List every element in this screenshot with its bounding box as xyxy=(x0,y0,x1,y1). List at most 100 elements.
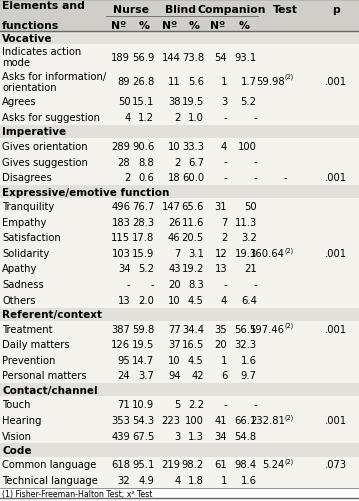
Text: 3.7: 3.7 xyxy=(139,371,154,381)
Bar xyxy=(0,368,359,384)
Text: Personal matters: Personal matters xyxy=(2,371,87,381)
Text: Asks for suggestion: Asks for suggestion xyxy=(2,113,100,123)
Text: Indicates action: Indicates action xyxy=(2,47,81,57)
Text: 54.8: 54.8 xyxy=(234,431,257,441)
Bar xyxy=(0,230,359,245)
Text: 3.1: 3.1 xyxy=(188,248,204,259)
Text: 4.5: 4.5 xyxy=(188,355,204,365)
Bar xyxy=(0,277,359,293)
Text: 89: 89 xyxy=(118,77,130,87)
Text: Test: Test xyxy=(273,5,298,15)
Text: 197.46: 197.46 xyxy=(250,324,285,334)
Text: 93.1: 93.1 xyxy=(234,53,257,63)
Text: 26: 26 xyxy=(168,217,181,227)
Text: 2: 2 xyxy=(124,173,130,183)
Text: Tranquility: Tranquility xyxy=(2,201,55,211)
Text: Others: Others xyxy=(2,295,36,305)
Text: 59.8: 59.8 xyxy=(132,324,154,334)
Text: 37: 37 xyxy=(168,340,181,350)
Text: Gives suggestion: Gives suggestion xyxy=(2,157,88,167)
Text: Nº: Nº xyxy=(162,21,177,31)
Text: 3: 3 xyxy=(221,97,227,107)
Text: 73.8: 73.8 xyxy=(182,53,204,63)
Text: %: % xyxy=(139,21,150,31)
Text: 18: 18 xyxy=(168,173,181,183)
Text: Referent/context: Referent/context xyxy=(2,310,102,320)
Bar xyxy=(0,352,359,368)
Bar xyxy=(0,20,359,32)
Text: 61: 61 xyxy=(214,459,227,469)
Text: 2.0: 2.0 xyxy=(139,295,154,305)
Text: 60.0: 60.0 xyxy=(182,173,204,183)
Text: -: - xyxy=(127,280,130,290)
Text: -: - xyxy=(284,173,287,183)
Text: Hearing: Hearing xyxy=(2,415,42,425)
Text: %: % xyxy=(188,21,200,31)
Bar xyxy=(0,337,359,352)
Text: 19.3: 19.3 xyxy=(234,248,257,259)
Text: Sadness: Sadness xyxy=(2,280,44,290)
Text: 2: 2 xyxy=(221,233,227,243)
Text: -: - xyxy=(253,399,257,409)
Text: 439: 439 xyxy=(111,431,130,441)
Bar xyxy=(0,70,359,95)
Text: 4: 4 xyxy=(221,295,227,305)
Text: 26.8: 26.8 xyxy=(132,77,154,87)
Text: 41: 41 xyxy=(215,415,227,425)
Text: 24: 24 xyxy=(118,371,130,381)
Text: 14.7: 14.7 xyxy=(132,355,154,365)
Text: Expressive/emotive function: Expressive/emotive function xyxy=(2,187,169,197)
Text: 19.2: 19.2 xyxy=(182,264,204,274)
Text: 20: 20 xyxy=(215,340,227,350)
Text: 618: 618 xyxy=(111,459,130,469)
Text: 10.9: 10.9 xyxy=(132,399,154,409)
Text: 98.2: 98.2 xyxy=(182,459,204,469)
Text: 353: 353 xyxy=(111,415,130,425)
Text: (1) Fisher-Freeman-Halton Test; x² Test: (1) Fisher-Freeman-Halton Test; x² Test xyxy=(2,488,152,497)
Text: 28.3: 28.3 xyxy=(132,217,154,227)
Text: 56.5: 56.5 xyxy=(234,324,257,334)
Text: 144: 144 xyxy=(162,53,181,63)
Text: Prevention: Prevention xyxy=(2,355,56,365)
Text: 1.8: 1.8 xyxy=(188,475,204,485)
Text: 11.6: 11.6 xyxy=(182,217,204,227)
Text: Asks for information/: Asks for information/ xyxy=(2,72,106,82)
Text: 65.6: 65.6 xyxy=(182,201,204,211)
Text: 4: 4 xyxy=(174,475,181,485)
Text: Treatment: Treatment xyxy=(2,324,53,334)
Bar xyxy=(0,321,359,337)
Text: 16.5: 16.5 xyxy=(182,340,204,350)
Text: 50: 50 xyxy=(118,97,130,107)
Text: 10: 10 xyxy=(168,355,181,365)
Bar xyxy=(0,308,359,321)
Text: 34: 34 xyxy=(215,431,227,441)
Text: 42: 42 xyxy=(191,371,204,381)
Text: 98.4: 98.4 xyxy=(234,459,257,469)
Text: (2): (2) xyxy=(285,246,294,253)
Text: Agrees: Agrees xyxy=(2,97,37,107)
Text: 34.4: 34.4 xyxy=(182,324,204,334)
Text: 1.2: 1.2 xyxy=(138,113,154,123)
Text: 5.2: 5.2 xyxy=(241,97,257,107)
Text: 6.4: 6.4 xyxy=(241,295,257,305)
Text: .001: .001 xyxy=(325,173,347,183)
Text: 32: 32 xyxy=(118,475,130,485)
Text: Daily matters: Daily matters xyxy=(2,340,70,350)
Text: -: - xyxy=(253,280,257,290)
Text: 50: 50 xyxy=(244,201,257,211)
Text: 4: 4 xyxy=(221,142,227,152)
Text: -: - xyxy=(224,157,227,167)
Text: 13: 13 xyxy=(118,295,130,305)
Text: 15.1: 15.1 xyxy=(132,97,154,107)
Text: 7: 7 xyxy=(221,217,227,227)
Text: 1.6: 1.6 xyxy=(241,355,257,365)
Text: 1: 1 xyxy=(221,475,227,485)
Text: .001: .001 xyxy=(325,248,347,259)
Text: 90.6: 90.6 xyxy=(132,142,154,152)
Bar xyxy=(0,170,359,185)
Bar xyxy=(0,126,359,139)
Text: Nurse: Nurse xyxy=(113,5,149,15)
Text: 12: 12 xyxy=(214,248,227,259)
Text: 1.6: 1.6 xyxy=(241,475,257,485)
Text: (2): (2) xyxy=(285,413,294,420)
